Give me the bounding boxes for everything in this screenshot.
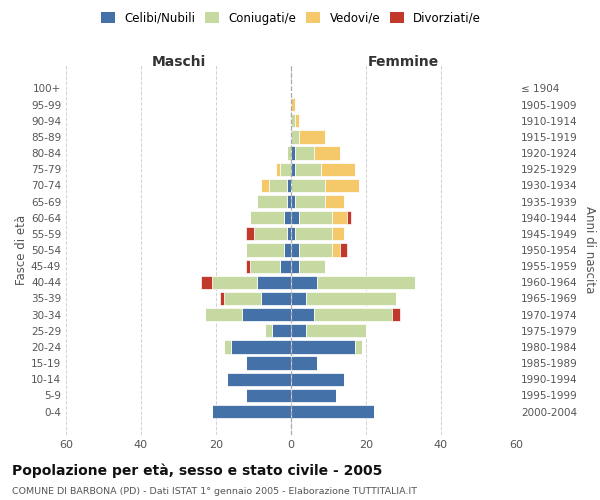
Y-axis label: Fasce di età: Fasce di età [15,215,28,285]
Bar [291,98,295,111]
Bar [212,276,257,289]
Bar [287,195,291,208]
Bar [250,211,284,224]
Bar [287,179,291,192]
Text: Maschi: Maschi [151,55,206,69]
Bar [332,211,347,224]
Bar [269,179,287,192]
Bar [291,179,325,192]
Bar [291,324,306,338]
Text: COMUNE DI BARBONA (PD) - Dati ISTAT 1° gennaio 2005 - Elaborazione TUTTITALIA.IT: COMUNE DI BARBONA (PD) - Dati ISTAT 1° g… [12,487,417,496]
Bar [295,162,321,176]
Bar [340,244,347,256]
Bar [291,146,295,160]
Bar [242,308,291,321]
Bar [261,179,269,192]
Bar [280,162,291,176]
Bar [291,227,295,240]
Bar [325,179,359,192]
Bar [314,146,340,160]
Bar [299,130,325,143]
Bar [265,324,272,338]
Bar [212,405,291,418]
Bar [205,308,242,321]
Bar [291,114,295,128]
Bar [291,162,295,176]
Bar [231,340,291,353]
Bar [284,244,291,256]
Bar [291,276,317,289]
Bar [227,372,291,386]
Bar [246,356,291,370]
Bar [287,227,291,240]
Bar [306,292,396,305]
Y-axis label: Anni di nascita: Anni di nascita [583,206,596,294]
Bar [280,260,291,273]
Bar [291,372,343,386]
Text: Popolazione per età, sesso e stato civile - 2005: Popolazione per età, sesso e stato civil… [12,463,382,477]
Bar [254,227,287,240]
Text: Femmine: Femmine [368,55,439,69]
Bar [201,276,212,289]
Bar [246,227,254,240]
Bar [246,389,291,402]
Bar [321,162,355,176]
Bar [332,227,343,240]
Bar [261,292,291,305]
Bar [291,308,314,321]
Bar [291,405,373,418]
Bar [295,227,332,240]
Bar [325,195,343,208]
Bar [250,260,280,273]
Bar [291,260,299,273]
Bar [317,276,415,289]
Bar [276,162,280,176]
Bar [223,292,261,305]
Bar [291,389,336,402]
Bar [287,146,291,160]
Bar [306,324,366,338]
Bar [291,356,317,370]
Bar [257,276,291,289]
Bar [295,195,325,208]
Bar [291,195,295,208]
Bar [299,260,325,273]
Bar [355,340,362,353]
Bar [291,244,299,256]
Bar [291,340,355,353]
Bar [220,292,223,305]
Legend: Celibi/Nubili, Coniugati/e, Vedovi/e, Divorziati/e: Celibi/Nubili, Coniugati/e, Vedovi/e, Di… [101,12,481,24]
Bar [291,211,299,224]
Bar [257,195,287,208]
Bar [299,211,332,224]
Bar [291,292,306,305]
Bar [332,244,340,256]
Bar [284,211,291,224]
Bar [246,260,250,273]
Bar [272,324,291,338]
Bar [291,130,299,143]
Bar [314,308,392,321]
Bar [295,114,299,128]
Bar [392,308,400,321]
Bar [223,340,231,353]
Bar [295,146,314,160]
Bar [347,211,351,224]
Bar [299,244,332,256]
Bar [246,244,284,256]
